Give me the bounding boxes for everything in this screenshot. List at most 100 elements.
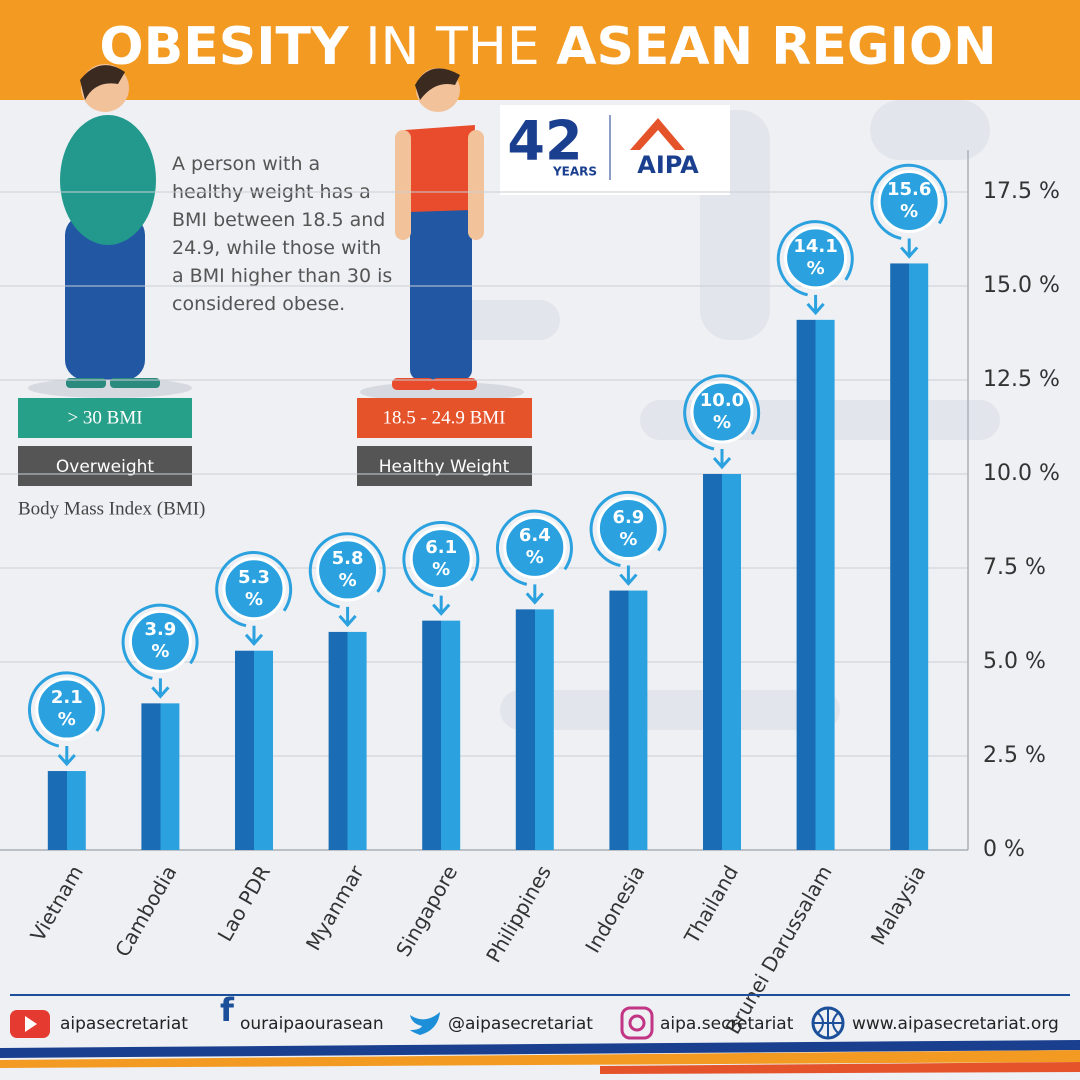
label: > 30 BMI [67, 407, 142, 428]
instagram-icon [620, 1006, 654, 1040]
y-tick-label: 15.0 % [983, 273, 1060, 298]
youtube-icon [25, 1016, 37, 1032]
value-label: 5.8 % [331, 547, 364, 591]
y-tick-label: 2.5 % [983, 743, 1046, 768]
bar [328, 631, 367, 850]
label-box [18, 446, 192, 486]
label-box [18, 398, 192, 438]
logo-years: YEARS [552, 165, 597, 179]
value-bubble [877, 169, 941, 233]
y-tick-label: 17.5 % [983, 179, 1060, 204]
caption: Body Mass Index (BMI) [18, 498, 205, 519]
y-tick-label: 12.5 % [983, 367, 1060, 392]
chart-title: OBESITY IN THE ASEAN REGION [99, 17, 996, 77]
value-label: 14.1 % [793, 235, 838, 279]
value-label-box: 3.9 % [144, 619, 177, 663]
y-tick-label: 7.5 % [983, 555, 1046, 580]
value-bubble [35, 677, 99, 741]
bar [609, 590, 648, 850]
value-label-box: 2.1 % [50, 687, 83, 731]
logo-number: 42 [507, 110, 582, 173]
value-bubble-ring [776, 220, 854, 297]
value-label: 3.9 % [144, 619, 177, 663]
healthy-figure [360, 68, 524, 402]
y-tick-label: 10.0 % [983, 461, 1060, 486]
value-bubble [690, 380, 754, 444]
value-label-box: 6.4 % [518, 525, 551, 569]
value-bubble [316, 538, 380, 602]
value-label: 6.4 % [518, 525, 551, 569]
value-bubble-ring [870, 163, 948, 240]
value-label-box: 14.1 % [793, 235, 838, 279]
footer-link[interactable]: ouraipaourasean [240, 1014, 384, 1034]
title-part: ASEAN REGION [556, 17, 996, 77]
y-tick-label: 5.0 % [983, 649, 1046, 674]
footer-link[interactable]: @aipasecretariat [448, 1014, 593, 1034]
description-box: A person with a healthy weight has a BMI… [172, 153, 393, 315]
value-label-box: 6.9 % [612, 506, 645, 550]
value-bubble-ring [495, 509, 573, 586]
value-bubble-ring [27, 671, 105, 748]
value-bubble-ring [402, 520, 480, 598]
bar [515, 609, 554, 850]
value-label: 6.9 % [612, 506, 645, 550]
footer-links: aipasecretariat ouraipaourasean @aipasec… [60, 1014, 1059, 1034]
description: A person with a healthy weight has a BMI… [172, 153, 393, 315]
value-label: 5.3 % [238, 566, 270, 610]
value-arrow [338, 606, 357, 628]
bar [703, 474, 741, 850]
bar [235, 650, 273, 850]
value-label-box: 6.1 % [425, 537, 457, 580]
value-label-box: 5.8 % [331, 547, 364, 591]
footer-link[interactable]: aipa.secretariat [660, 1014, 794, 1034]
value-arrow [151, 678, 170, 699]
value-arrow [619, 565, 638, 586]
value-arrow [525, 584, 544, 605]
logo-mark [630, 118, 685, 150]
value-arrow [432, 595, 451, 616]
value-bubble-ring [121, 603, 199, 680]
label: Overweight [56, 457, 155, 477]
value-bubble [784, 226, 848, 290]
value-label: 15.6 % [886, 179, 932, 223]
value-bubble-ring [308, 532, 386, 609]
value-bubble [222, 557, 286, 621]
instagram-icon [628, 1014, 646, 1032]
label-box [357, 446, 532, 486]
value-bubble [409, 527, 473, 591]
value-bubble [128, 609, 192, 673]
value-arrow [712, 449, 732, 470]
title-part: OBESITY [99, 17, 350, 77]
value-bubble [596, 497, 660, 561]
value-bubble [503, 515, 567, 579]
value-bubble-ring [683, 374, 761, 451]
value-arrow [57, 746, 76, 767]
value-label-box: 5.3 % [238, 566, 270, 610]
bar [141, 703, 180, 850]
facebook-icon: f [220, 991, 235, 1029]
value-arrow [244, 625, 264, 646]
value-bubble-ring [215, 551, 293, 628]
web-icon [813, 1008, 843, 1038]
title-bar [0, 0, 1080, 100]
footer-link[interactable]: www.aipasecretariat.org [852, 1014, 1059, 1034]
logo-name: AIPA [637, 151, 699, 179]
label-box [357, 398, 532, 438]
value-label: 10.0 % [699, 390, 745, 433]
bar [796, 319, 835, 851]
value-bubble-ring [589, 490, 667, 568]
footer-stripe [0, 1050, 1080, 1068]
value-label: 2.1 % [50, 687, 83, 731]
value-arrow [806, 294, 825, 316]
value-label-box: 10.0 % [699, 390, 745, 433]
value-label-box: 15.6 % [886, 179, 932, 223]
bar [890, 263, 929, 850]
logo-box [500, 105, 730, 195]
bar [47, 771, 86, 850]
label: Healthy Weight [379, 457, 510, 477]
value-arrow [900, 238, 919, 259]
footer-link[interactable]: aipasecretariat [60, 1014, 188, 1034]
label: 18.5 - 24.9 BMI [383, 407, 506, 428]
twitter-icon [410, 1012, 440, 1035]
